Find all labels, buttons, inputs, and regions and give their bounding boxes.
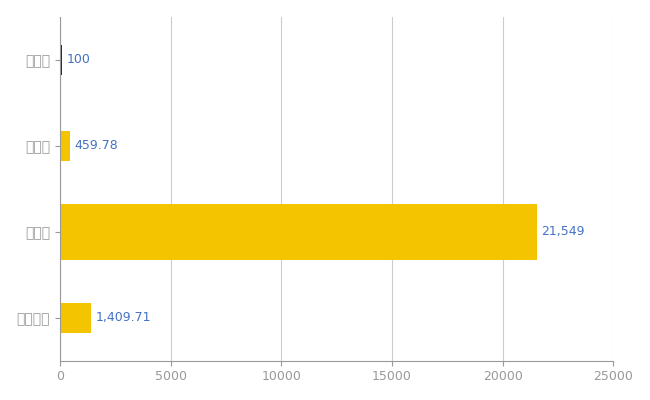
- Bar: [60, 45, 62, 75]
- Bar: [60, 302, 91, 333]
- Text: 100: 100: [66, 53, 90, 66]
- Text: 21,549: 21,549: [541, 225, 585, 238]
- Text: 459.78: 459.78: [75, 139, 118, 152]
- Bar: [60, 204, 537, 260]
- Text: 1,409.71: 1,409.71: [96, 311, 151, 324]
- Bar: [60, 130, 70, 161]
